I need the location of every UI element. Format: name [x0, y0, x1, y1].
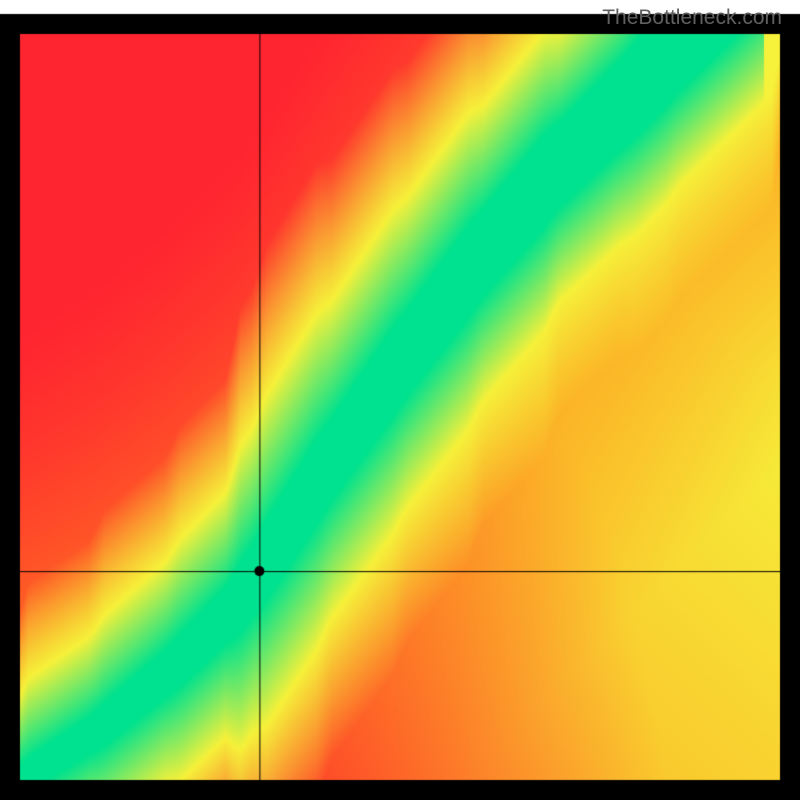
chart-container: TheBottleneck.com — [0, 0, 800, 800]
heatmap-canvas — [0, 0, 800, 800]
watermark-text: TheBottleneck.com — [602, 6, 782, 30]
